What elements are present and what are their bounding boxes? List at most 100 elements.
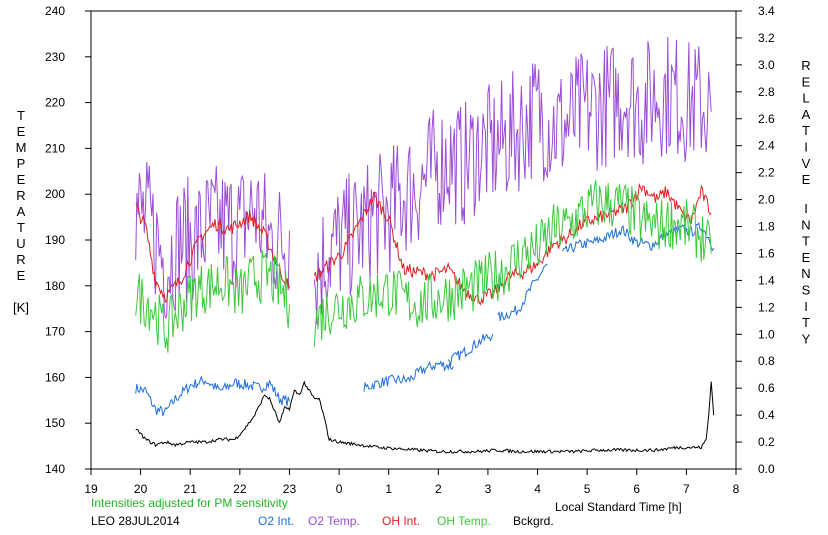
y-right-tick-label: 2.2 bbox=[758, 166, 775, 180]
y-right-tick-label: 2.8 bbox=[758, 85, 775, 99]
y-right-label-letter: A bbox=[802, 107, 811, 122]
y-left-tick-label: 150 bbox=[45, 416, 65, 430]
x-tick-label: 23 bbox=[283, 482, 297, 496]
y-right-tick-label: 3.0 bbox=[758, 58, 775, 72]
x-axis-label: Local Standard Time [h] bbox=[555, 500, 682, 514]
x-tick-label: 22 bbox=[233, 482, 247, 496]
series-line-bckgrd bbox=[135, 380, 715, 454]
y-right-tick-label: 0.6 bbox=[758, 381, 775, 395]
y-left-label-letter: T bbox=[17, 220, 25, 235]
y-left-label-letter: P bbox=[17, 156, 26, 171]
plot-frame bbox=[90, 10, 737, 470]
y-right-tick-label: 0.4 bbox=[758, 408, 775, 422]
x-tick-label: 19 bbox=[84, 482, 98, 496]
y-right-label-letter: Y bbox=[802, 331, 811, 346]
y-left-tick-label: 170 bbox=[45, 325, 65, 339]
y-right-tick-label: 0.0 bbox=[758, 462, 775, 476]
y-left-tick-label: 230 bbox=[45, 50, 65, 64]
legend-entry: O2 Int. bbox=[258, 514, 294, 528]
y-right-label-letter: N bbox=[801, 266, 810, 281]
x-tick-label: 3 bbox=[485, 482, 492, 496]
x-tick-label: 1 bbox=[385, 482, 392, 496]
series-line-o2-temp bbox=[135, 161, 290, 319]
x-tick-label: 2 bbox=[435, 482, 442, 496]
series-line-o2-int bbox=[135, 375, 290, 416]
y-right-tick-label: 1.8 bbox=[758, 220, 775, 234]
y-left-tick-label: 160 bbox=[45, 370, 65, 384]
x-axis: 19 20 21 22 23 0 1 2 3 4 5 6 7 8 bbox=[84, 469, 740, 496]
y-left-tick-label: 190 bbox=[45, 233, 65, 247]
x-tick-label: 5 bbox=[584, 482, 591, 496]
y-right-label-letter: R bbox=[801, 58, 810, 73]
series-line-o2-int bbox=[447, 333, 494, 367]
y-right-label-letter: L bbox=[802, 91, 809, 106]
y-right-label-letter: E bbox=[802, 250, 811, 265]
y-right-tick-label: 3.2 bbox=[758, 31, 775, 45]
x-tick-label: 7 bbox=[683, 482, 690, 496]
legend-entry: OH Temp. bbox=[437, 514, 491, 528]
series-layer bbox=[135, 36, 715, 454]
y-right-label-letter: T bbox=[802, 234, 810, 249]
x-tick-label: 6 bbox=[633, 482, 640, 496]
y-right-tick-label: 2.6 bbox=[758, 112, 775, 126]
y-axis-left: 140 150 160 170 180 190 200 210 220 230 240 bbox=[45, 4, 91, 476]
y-left-unit: [K] bbox=[13, 300, 29, 315]
series-line-oh-temp bbox=[135, 250, 290, 353]
y-left-label-letter: E bbox=[17, 268, 26, 283]
series-line-oh-temp bbox=[313, 180, 712, 347]
legend-entry: O2 Temp. bbox=[308, 514, 360, 528]
station-date-label: LEO 28JUL2014 bbox=[91, 514, 180, 528]
legend: O2 Int. O2 Temp. OH Int. OH Temp. Bckgrd. bbox=[258, 514, 554, 528]
y-right-tick-label: 3.4 bbox=[758, 4, 775, 18]
y-right-label-letter: I bbox=[804, 201, 808, 216]
y-right-label-letter: N bbox=[801, 217, 810, 232]
y-right-tick-label: 2.4 bbox=[758, 139, 775, 153]
y-right-tick-label: 0.2 bbox=[758, 435, 775, 449]
series-line-o2-temp bbox=[313, 36, 712, 325]
y-right-label-letter: E bbox=[802, 172, 811, 187]
y-left-label-letter: R bbox=[16, 252, 25, 267]
y-left-tick-label: 200 bbox=[45, 187, 65, 201]
y-left-label-letter: U bbox=[16, 236, 25, 251]
sensitivity-note: Intensities adjusted for PM sensitivity bbox=[91, 496, 288, 510]
x-tick-label: 21 bbox=[184, 482, 198, 496]
y-left-label-letter: A bbox=[17, 204, 26, 219]
x-tick-label: 20 bbox=[134, 482, 148, 496]
y-left-label-letter: M bbox=[16, 140, 27, 155]
y-left-tick-label: 140 bbox=[45, 462, 65, 476]
y-right-tick-label: 1.6 bbox=[758, 246, 775, 260]
y-right-tick-label: 2.0 bbox=[758, 193, 775, 207]
y-right-tick-label: 0.8 bbox=[758, 354, 775, 368]
y-left-label-letter: E bbox=[17, 124, 26, 139]
series-line-o2-int bbox=[561, 221, 715, 254]
x-tick-label: 4 bbox=[534, 482, 541, 496]
y-axis-right: 0.0 0.2 0.4 0.6 0.8 1.0 1.2 1.4 1.6 1.8 2.0 2.2 2.4 2… bbox=[736, 4, 775, 476]
y-right-tick-label: 1.0 bbox=[758, 327, 775, 341]
series-line-o2-int bbox=[363, 360, 454, 392]
series-line-oh-int bbox=[313, 182, 712, 306]
y-left-label-letter: R bbox=[16, 188, 25, 203]
y-right-tick-label: 1.4 bbox=[758, 273, 775, 287]
y-left-tick-label: 180 bbox=[45, 279, 65, 293]
legend-entry: Bckgrd. bbox=[513, 514, 554, 528]
y-left-label-letter: T bbox=[17, 108, 25, 123]
x-tick-label: 8 bbox=[733, 482, 740, 496]
y-right-label-letter: S bbox=[802, 283, 811, 298]
legend-entry: OH Int. bbox=[382, 514, 420, 528]
y-left-label-letter: E bbox=[17, 172, 26, 187]
y-right-label-letter: T bbox=[802, 123, 810, 138]
series-line-o2-int bbox=[497, 263, 548, 321]
y-right-label-letter: T bbox=[802, 315, 810, 330]
y-right-label-letter: V bbox=[802, 156, 811, 171]
y-left-tick-label: 240 bbox=[45, 4, 65, 18]
y-right-label-letter: E bbox=[802, 74, 811, 89]
y-right-tick-label: 1.2 bbox=[758, 300, 775, 314]
y-right-label-letter: I bbox=[804, 140, 808, 155]
y-left-tick-label: 220 bbox=[45, 96, 65, 110]
x-tick-label: 0 bbox=[336, 482, 343, 496]
y-right-label-letter: I bbox=[804, 299, 808, 314]
y-left-tick-label: 210 bbox=[45, 141, 65, 155]
